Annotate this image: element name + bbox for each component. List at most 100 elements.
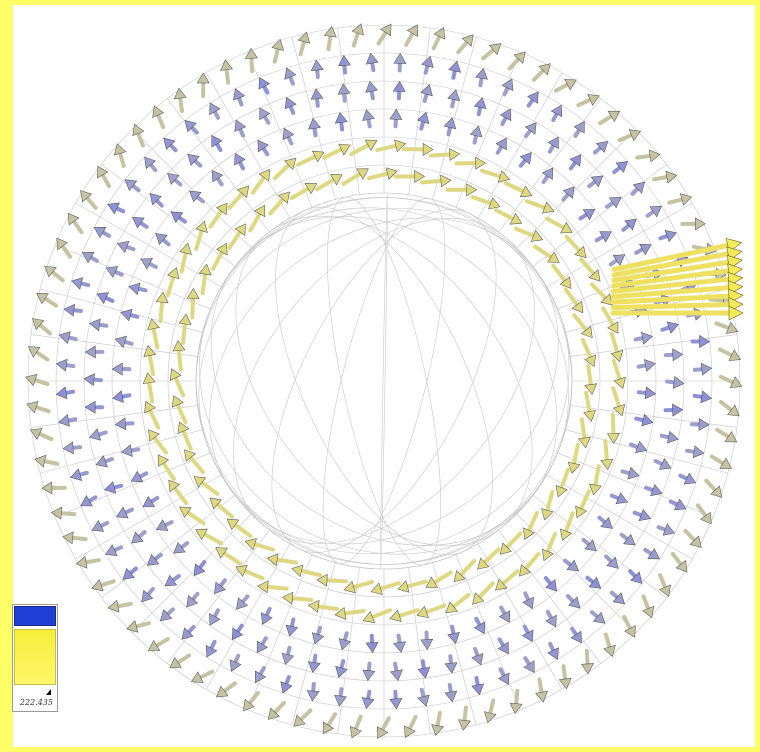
- vector-arrow-icon: [522, 591, 534, 610]
- vector-arrow-icon: [227, 185, 250, 210]
- vector-arrow-icon: [641, 594, 655, 619]
- vector-arrow-icon: [636, 386, 657, 400]
- vector-arrow-icon: [495, 569, 520, 591]
- vector-arrow-icon: [140, 258, 158, 270]
- vector-arrow-icon: [714, 321, 739, 334]
- vector-arrow-icon: [643, 547, 660, 560]
- vector-arrow-icon: [84, 400, 105, 414]
- vector-arrow-icon: [209, 102, 221, 120]
- vector-arrow-icon: [523, 511, 539, 540]
- vector-arrow-icon: [570, 626, 582, 644]
- vector-arrow-icon: [285, 617, 299, 637]
- vector-arrow-icon: [402, 142, 434, 156]
- vector-arrow-icon: [334, 112, 348, 132]
- vector-arrow-icon: [454, 156, 487, 170]
- vector-arrow-icon: [683, 528, 702, 548]
- vector-arrow-icon: [572, 313, 593, 339]
- vector-arrow-icon: [715, 427, 738, 443]
- vector-arrow-icon: [417, 659, 431, 679]
- vector-arrow-icon: [635, 149, 661, 163]
- vector-arrow-icon: [518, 152, 532, 168]
- vector-arrow-icon: [58, 331, 78, 344]
- vector-arrow-icon: [365, 633, 379, 654]
- vector-arrow-icon: [634, 243, 652, 256]
- vector-arrow-icon: [445, 592, 471, 614]
- vector-arrow-icon: [523, 122, 537, 139]
- vector-arrow-icon: [425, 570, 453, 588]
- vector-arrow-icon: [590, 282, 613, 306]
- vector-arrow-icon: [141, 587, 155, 603]
- vector-arrow-icon: [335, 659, 348, 678]
- vector-arrow-icon: [31, 318, 52, 336]
- vector-arrow-icon: [497, 667, 510, 685]
- vector-arrow-icon: [630, 181, 645, 196]
- vector-arrow-icon: [163, 137, 178, 153]
- vector-arrow-icon: [479, 168, 510, 183]
- vector-arrow-icon: [89, 318, 109, 332]
- vector-arrow-icon: [189, 190, 205, 204]
- vector-arrow-icon: [244, 538, 275, 552]
- vector-arrow-icon: [547, 641, 559, 660]
- vector-arrow-icon: [243, 690, 260, 712]
- vector-arrow-icon: [587, 175, 604, 189]
- vector-arrow-icon: [634, 413, 654, 427]
- vector-arrow-icon: [257, 139, 270, 157]
- vector-arrow-icon: [334, 607, 366, 620]
- legend-max-value: 222.435: [19, 698, 53, 707]
- vector-arrow-icon: [179, 242, 192, 274]
- vector-arrow-icon: [420, 84, 433, 103]
- vector-arrow-icon: [444, 682, 458, 703]
- torus-vector-field[interactable]: [13, 5, 755, 747]
- vector-arrow-icon: [453, 559, 477, 583]
- vector-arrow-icon: [56, 237, 73, 259]
- vector-arrow-icon: [169, 368, 186, 398]
- render-viewport[interactable]: [13, 5, 755, 747]
- vector-arrow-icon: [220, 59, 233, 85]
- vector-arrow-icon: [393, 52, 407, 73]
- vector-arrow-icon: [667, 193, 693, 206]
- vector-arrow-icon: [310, 88, 324, 108]
- vector-arrow-icon: [493, 208, 523, 225]
- vector-arrow-icon: [562, 558, 580, 572]
- vector-arrow-icon: [209, 608, 221, 626]
- vector-arrow-icon: [585, 575, 602, 589]
- vector-arrow-icon: [62, 531, 88, 545]
- vector-arrow-icon: [168, 479, 189, 506]
- vector-arrow-icon: [226, 518, 253, 539]
- vector-arrow-icon: [636, 359, 656, 372]
- vector-arrow-icon: [503, 181, 533, 198]
- vector-arrow-icon: [195, 528, 224, 546]
- vector-arrow-icon: [611, 358, 626, 389]
- vector-arrow-icon: [473, 616, 486, 635]
- vector-arrow-icon: [420, 174, 452, 188]
- vector-arrow-icon: [545, 609, 557, 628]
- vector-arrow-icon: [584, 363, 598, 395]
- vector-arrow-icon: [34, 454, 60, 468]
- vector-arrow-icon: [563, 287, 584, 314]
- vector-arrow-icon: [653, 458, 672, 470]
- vector-arrow-icon: [420, 630, 434, 650]
- vector-arrow-icon: [334, 687, 347, 707]
- legend-marker-icon: [46, 689, 51, 695]
- vector-arrow-icon: [404, 714, 418, 738]
- vector-arrow-icon: [620, 466, 640, 480]
- color-legend[interactable]: 222.435: [12, 604, 58, 712]
- vector-arrow-icon: [111, 362, 132, 376]
- vector-arrow-icon: [58, 414, 78, 427]
- vector-arrow-icon: [610, 305, 744, 321]
- vector-arrow-icon: [365, 52, 379, 73]
- vector-arrow-icon: [25, 374, 50, 387]
- vector-arrow-icon: [601, 306, 619, 334]
- vector-arrow-icon: [393, 169, 425, 183]
- vector-arrow-icon: [581, 537, 597, 552]
- vector-arrow-icon: [96, 292, 115, 304]
- vector-arrow-icon: [692, 390, 712, 404]
- vector-arrow-icon: [498, 605, 511, 623]
- vector-arrow-icon: [375, 139, 407, 153]
- vector-arrow-icon: [227, 223, 246, 250]
- vector-arrow-icon: [257, 580, 289, 594]
- vector-arrow-icon: [266, 553, 298, 567]
- vector-arrow-icon: [177, 421, 193, 451]
- vector-arrow-icon: [234, 153, 246, 171]
- vector-arrow-icon: [658, 573, 671, 597]
